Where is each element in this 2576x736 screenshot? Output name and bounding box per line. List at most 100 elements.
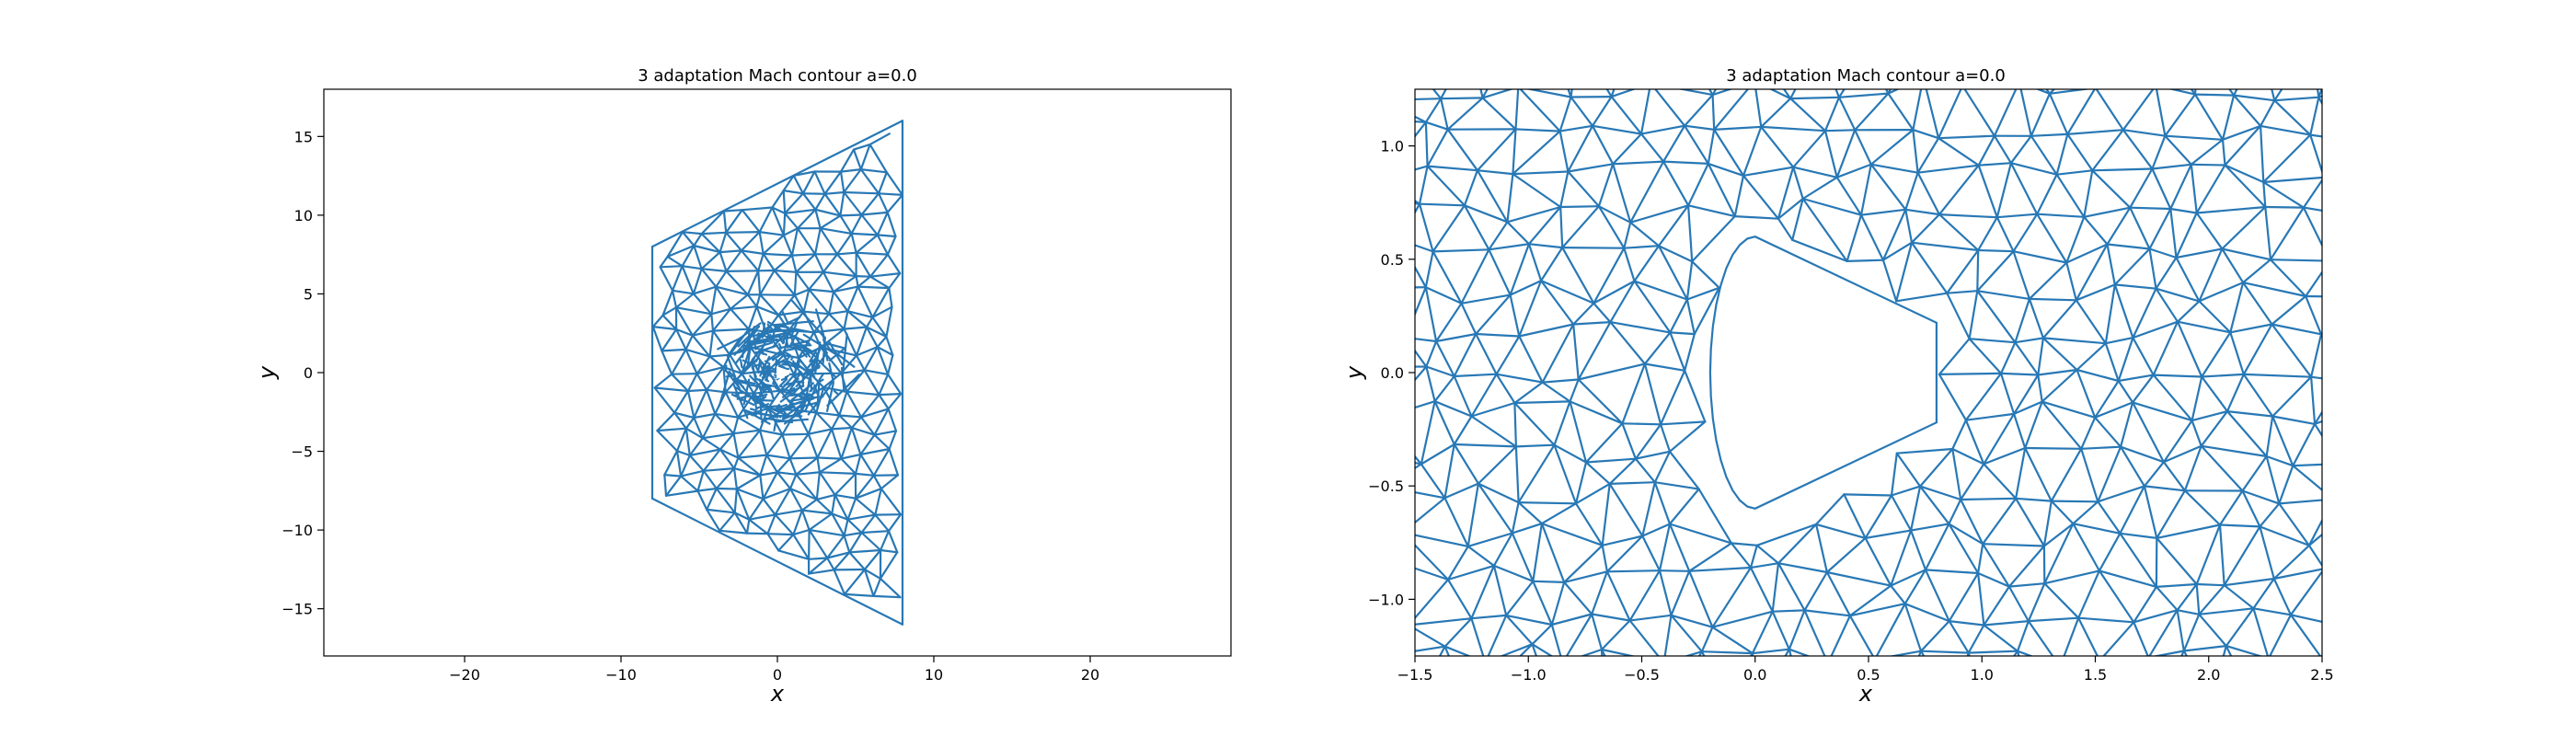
- right-mesh-panel: 3 adaptation Mach contour a=0.0 −1.5 −1.0…: [1341, 49, 2418, 707]
- mesh-edge: [807, 528, 811, 560]
- mesh-edge: [855, 354, 866, 372]
- mesh-edge: [1567, 124, 1594, 173]
- mesh-edge: [2176, 300, 2201, 323]
- mesh-edge: [701, 432, 735, 440]
- mesh-edge: [745, 518, 751, 535]
- mesh-edge: [1424, 121, 1429, 167]
- mesh-edge: [2395, 252, 2409, 302]
- mesh-edge: [782, 353, 800, 360]
- mesh-edge: [1415, 567, 1450, 581]
- mesh-edge: [1628, 569, 1662, 622]
- mesh-edge: [651, 326, 678, 331]
- mesh-edge: [715, 285, 749, 296]
- mesh-edge: [2252, 607, 2293, 616]
- mesh-edge: [1563, 544, 1604, 584]
- mesh-edge: [2014, 297, 2030, 344]
- mesh-edge: [1477, 482, 1513, 535]
- mesh-edge: [758, 269, 776, 296]
- mesh-edge: [673, 411, 687, 430]
- mesh-edge: [666, 255, 684, 268]
- mesh-edge: [1540, 502, 1578, 525]
- mesh-edge: [1912, 129, 1940, 140]
- mesh-edge: [2027, 616, 2080, 623]
- mesh-edge: [2042, 500, 2053, 547]
- mesh-edge: [2340, 213, 2367, 242]
- mesh-edge: [2041, 400, 2097, 419]
- mesh-edge: [1591, 613, 1631, 622]
- mesh-edge: [653, 386, 676, 414]
- mesh-edge: [868, 132, 891, 146]
- mesh-edge: [2176, 320, 2203, 378]
- mesh-edge: [2223, 577, 2275, 587]
- mesh-edge: [779, 374, 796, 392]
- mesh-edge: [1605, 89, 1613, 98]
- mesh-edge: [1371, 532, 1403, 533]
- mesh-edge: [777, 533, 795, 552]
- mesh-edge: [781, 433, 791, 460]
- mesh-edge: [1415, 497, 1446, 524]
- mesh-edge: [766, 350, 782, 362]
- mesh-edge: [1609, 280, 1636, 324]
- mesh-edge: [733, 512, 749, 535]
- mesh-edge: [1518, 49, 1554, 87]
- y-tick-label: 0.0: [1381, 364, 1404, 382]
- mesh-edge: [679, 454, 691, 477]
- mesh-edge: [857, 275, 872, 288]
- mesh-edge: [2233, 89, 2238, 97]
- mesh-edge: [1688, 542, 1733, 572]
- mesh-edge: [2386, 160, 2418, 212]
- mesh-edge: [795, 408, 818, 414]
- mesh-edge: [872, 577, 882, 598]
- mesh-edge: [1567, 170, 1601, 208]
- right-x-axis-label: x: [1858, 681, 1873, 707]
- mesh-edge: [2030, 695, 2086, 696]
- mesh-edge: [826, 551, 851, 559]
- mesh-edge: [1686, 204, 1736, 218]
- mesh-edge: [1554, 694, 1604, 707]
- mesh-edge: [1371, 52, 1382, 100]
- mesh-edge: [788, 457, 798, 476]
- mesh-edge: [831, 512, 845, 537]
- mesh-edge: [2371, 81, 2403, 100]
- mesh-edge: [1443, 443, 1455, 500]
- mesh-edge: [2377, 615, 2398, 650]
- mesh-edge: [876, 335, 888, 349]
- mesh-edge: [790, 253, 817, 257]
- mesh-edge: [1653, 89, 1686, 127]
- mesh-edge: [1733, 174, 1745, 218]
- mesh-edge: [2229, 323, 2273, 334]
- mesh-edge: [2265, 415, 2274, 458]
- mesh-edge: [746, 270, 760, 296]
- mesh-edge: [732, 416, 740, 435]
- mesh-edge: [764, 360, 771, 365]
- mesh-edge: [872, 447, 891, 477]
- mesh-edge: [845, 390, 863, 419]
- mesh-edge: [2375, 401, 2402, 419]
- mesh-edge: [777, 363, 787, 369]
- mesh-edge: [684, 427, 704, 440]
- mesh-edge: [801, 192, 817, 211]
- mesh-edge: [2242, 373, 2313, 378]
- mesh-edge: [1890, 494, 1913, 532]
- mesh-edge: [1668, 523, 1691, 572]
- mesh-edge: [2037, 368, 2078, 376]
- mesh-edge: [701, 412, 717, 440]
- mesh-edge: [887, 408, 898, 432]
- mesh-edge: [826, 535, 845, 559]
- mesh-edge: [2043, 569, 2100, 585]
- mesh-edge: [748, 518, 769, 535]
- mesh-edge: [700, 210, 726, 236]
- mesh-edge: [2324, 569, 2340, 626]
- mesh-edge: [2329, 213, 2340, 260]
- mesh-edge: [2340, 212, 2386, 213]
- mesh-edge: [1912, 129, 1919, 174]
- mesh-edge: [693, 388, 708, 420]
- mesh-edge: [758, 429, 784, 436]
- mesh-edge: [819, 227, 853, 235]
- mesh-edge: [2169, 207, 2178, 259]
- mesh-edge: [2333, 525, 2367, 568]
- mesh-edge: [784, 354, 792, 363]
- mesh-edge: [1593, 280, 1636, 305]
- mesh-edge: [742, 338, 778, 348]
- mesh-edge: [1415, 121, 1428, 123]
